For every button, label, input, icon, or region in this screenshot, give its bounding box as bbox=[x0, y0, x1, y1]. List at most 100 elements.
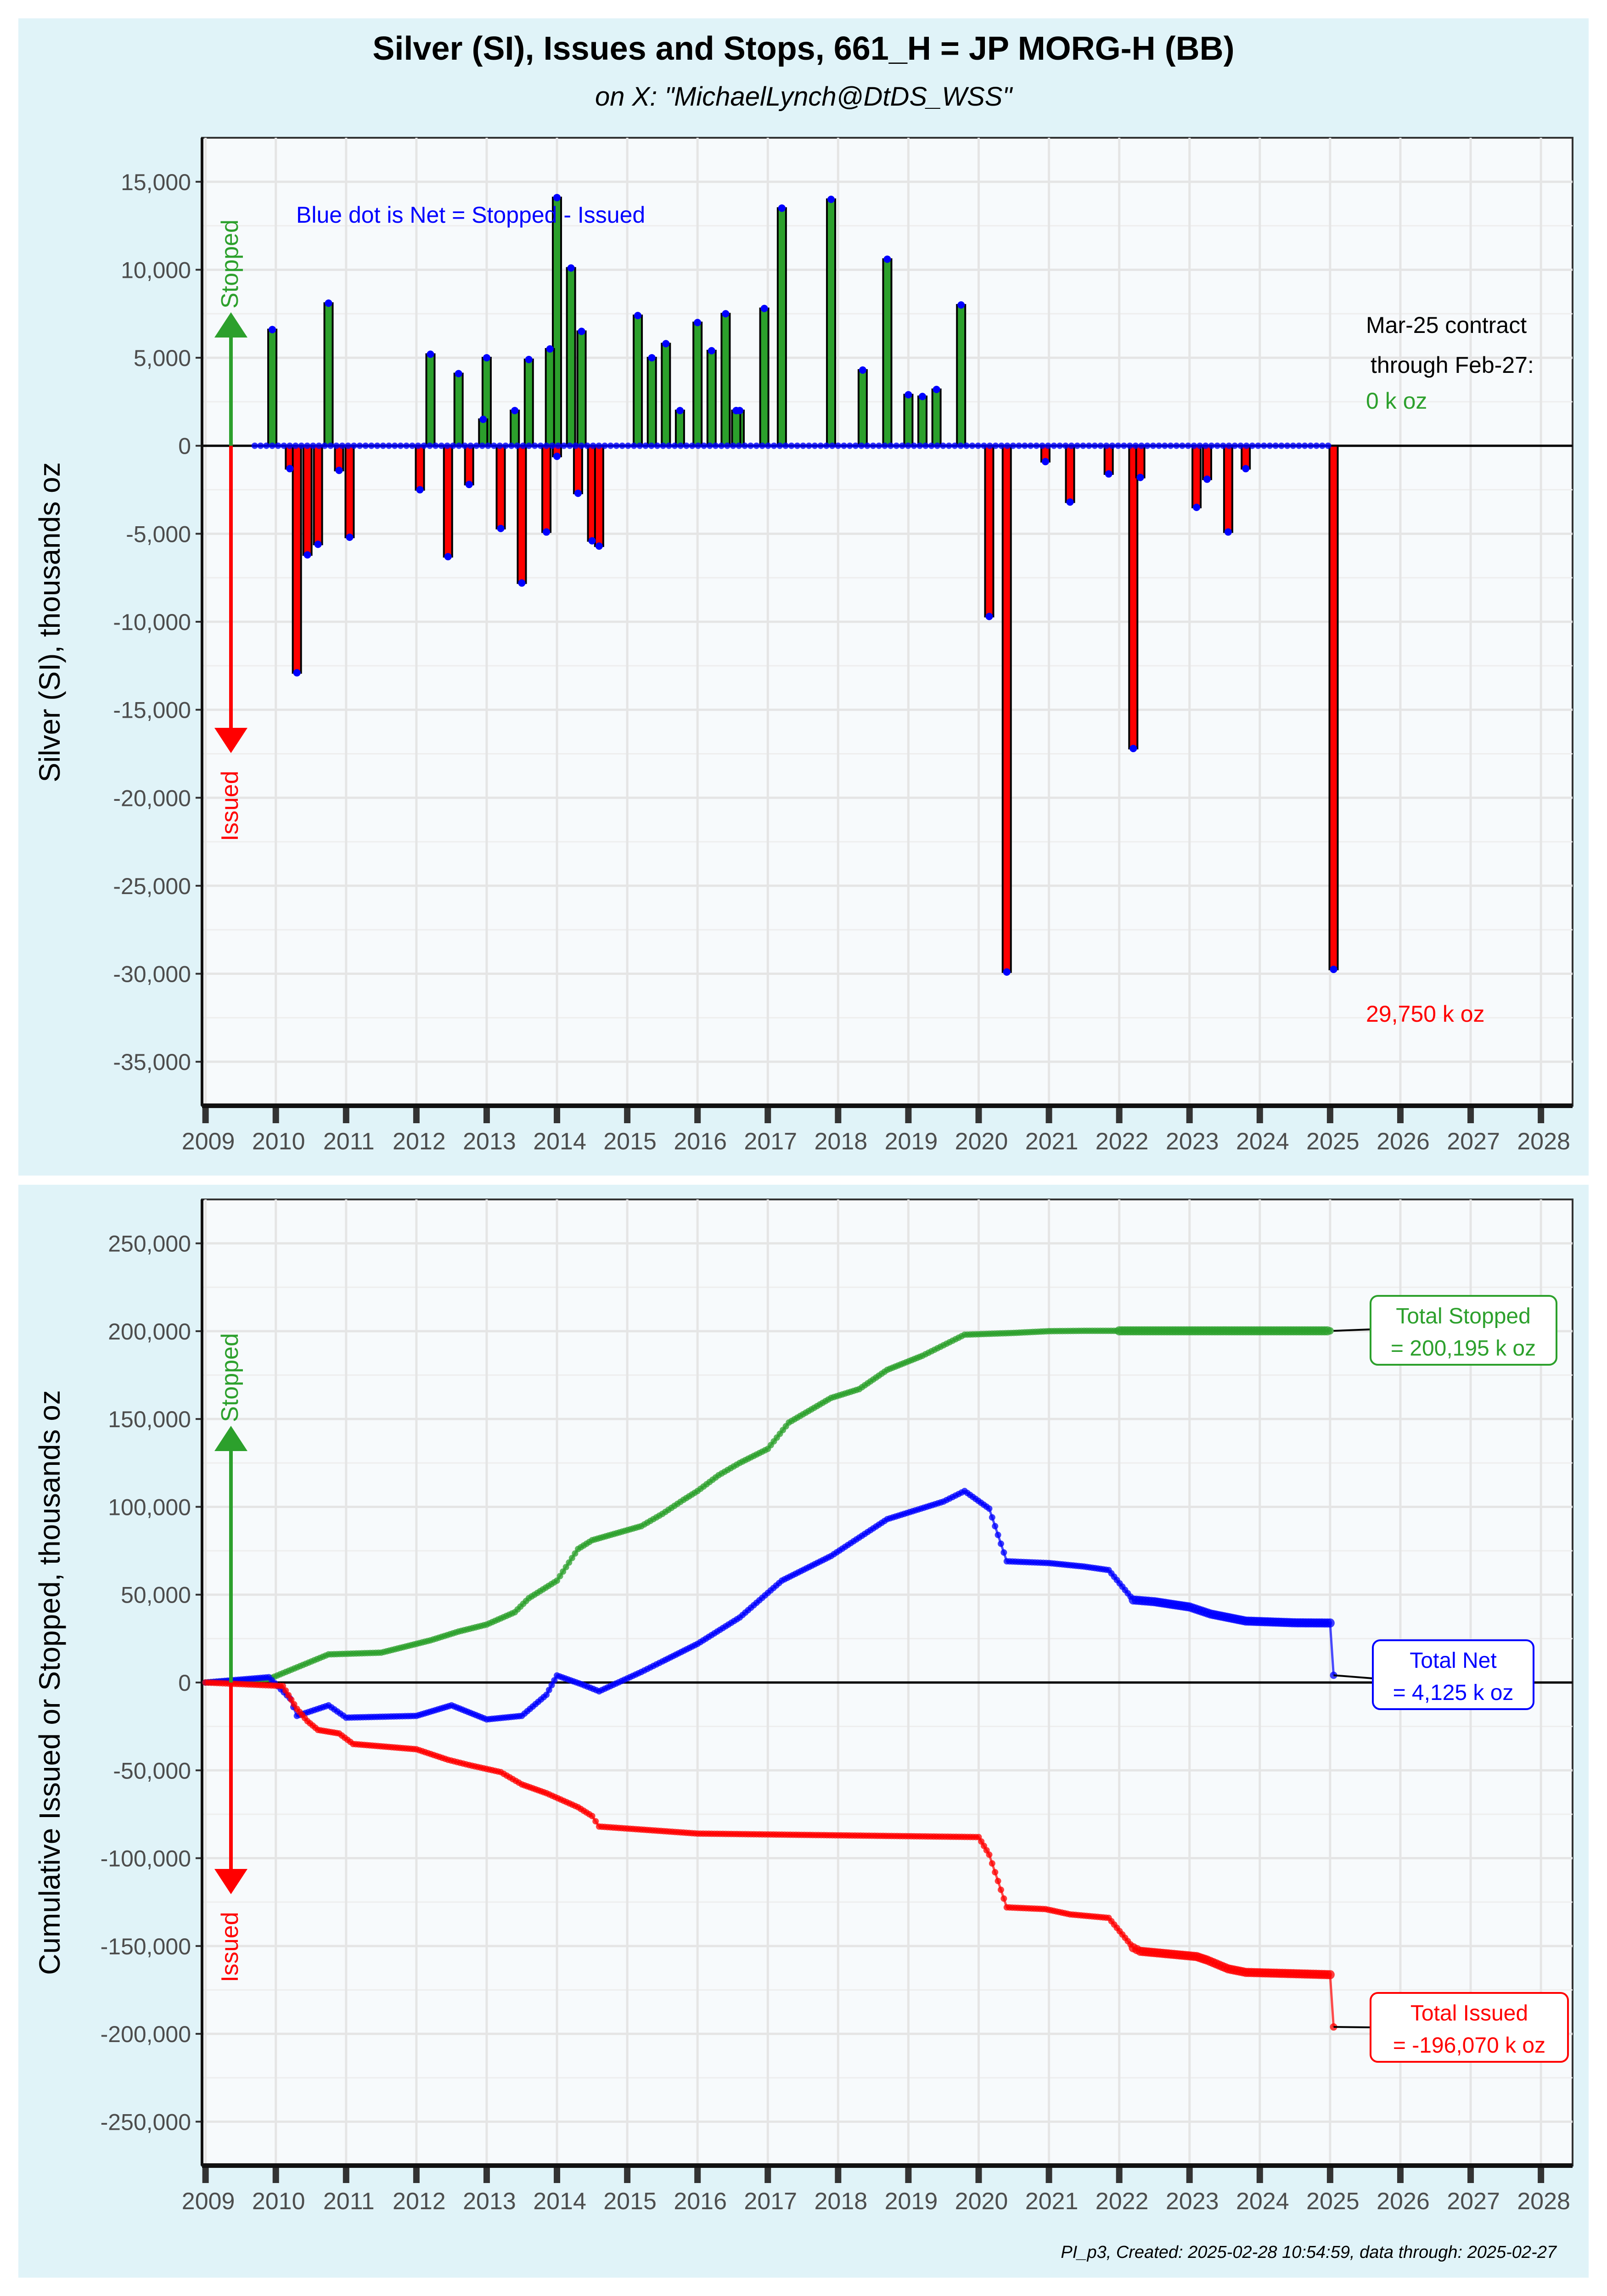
panel1-bars bbox=[251, 194, 1339, 976]
net-dot bbox=[662, 340, 670, 348]
net-dot bbox=[989, 1514, 995, 1521]
x-tick-label: 2014 bbox=[533, 1128, 586, 1155]
net-dot bbox=[648, 442, 655, 449]
net-dot bbox=[811, 442, 818, 449]
net-dot bbox=[293, 669, 301, 677]
net-dot bbox=[356, 442, 363, 449]
x-tick-label: 2016 bbox=[674, 1128, 727, 1155]
net-dot bbox=[676, 407, 684, 415]
net-dot bbox=[1129, 744, 1137, 752]
net-dot bbox=[1296, 442, 1303, 449]
net-dot bbox=[864, 442, 871, 449]
net-dot bbox=[1224, 528, 1232, 536]
net-dot bbox=[963, 442, 970, 449]
stopped-bar bbox=[545, 348, 555, 447]
y-tick-label: -30,000 bbox=[113, 962, 191, 987]
net-dot bbox=[722, 310, 730, 318]
issued-bar bbox=[1135, 445, 1146, 478]
net-dot bbox=[1068, 442, 1075, 449]
net-dot bbox=[1266, 442, 1273, 449]
net-dot bbox=[1307, 442, 1314, 449]
issued-bar bbox=[1128, 445, 1139, 749]
net-dot bbox=[561, 442, 568, 449]
net-dot bbox=[695, 442, 702, 449]
stopped-bar bbox=[776, 207, 787, 447]
net-dot bbox=[1167, 442, 1174, 449]
net-dot bbox=[829, 442, 836, 449]
net-dot bbox=[776, 442, 783, 449]
net-dot bbox=[933, 386, 940, 394]
net-dot bbox=[386, 442, 393, 449]
stopped-dot bbox=[566, 1559, 573, 1566]
net-dot bbox=[778, 204, 786, 212]
net-dot bbox=[995, 1531, 1001, 1538]
x-tick-label: 2023 bbox=[1166, 1128, 1219, 1155]
net-dot bbox=[992, 1523, 999, 1530]
net-dot bbox=[543, 442, 550, 449]
x-tick-label: 2010 bbox=[252, 2188, 305, 2215]
contract-value: 0 k oz bbox=[1366, 388, 1427, 414]
net-dot bbox=[251, 442, 258, 449]
x-tick-label: 2018 bbox=[815, 2188, 868, 2215]
net-dot bbox=[1000, 1549, 1007, 1556]
net-dot bbox=[841, 442, 848, 449]
net-dot bbox=[325, 299, 332, 307]
net-dot bbox=[421, 442, 427, 449]
y-tick-label: 200,000 bbox=[108, 1319, 191, 1345]
issued-dot bbox=[997, 1886, 1004, 1893]
net-dot bbox=[1272, 442, 1279, 449]
net-dot bbox=[827, 196, 835, 203]
net-dot bbox=[706, 442, 713, 449]
net-dot bbox=[391, 442, 398, 449]
net-dot bbox=[1313, 442, 1320, 449]
net-dot bbox=[1091, 442, 1098, 449]
net-dot bbox=[636, 442, 643, 449]
net-dot bbox=[951, 442, 958, 449]
net-dot bbox=[263, 442, 270, 449]
issued-bar bbox=[1065, 445, 1075, 503]
net-dot bbox=[1203, 475, 1211, 483]
net-dot bbox=[782, 442, 789, 449]
net-label-connector bbox=[1333, 1674, 1373, 1679]
y-tick-label: -150,000 bbox=[101, 1934, 191, 1959]
net-dot bbox=[432, 442, 439, 449]
net-dot bbox=[531, 442, 538, 449]
net-dot bbox=[985, 613, 993, 620]
net-dot bbox=[553, 194, 561, 202]
issued-dot bbox=[992, 1869, 999, 1876]
net-dot bbox=[567, 264, 575, 272]
net-dot bbox=[753, 442, 760, 449]
net-dot bbox=[805, 442, 812, 449]
net-dot bbox=[397, 442, 404, 449]
net-dot bbox=[1004, 442, 1011, 449]
x-tick-label: 2017 bbox=[744, 1128, 797, 1155]
net-dot bbox=[315, 442, 322, 449]
panel2-x-tick-labels: 2009 2010 2011 2012 2013 2014 2015 2016 2017 2018… bbox=[182, 2163, 1573, 2215]
net-dot bbox=[496, 442, 503, 449]
net-dot bbox=[1105, 470, 1113, 478]
net-dot bbox=[525, 355, 533, 363]
y-tick-label: -50,000 bbox=[113, 1758, 191, 1784]
net-dot bbox=[444, 442, 451, 449]
net-dot bbox=[415, 442, 421, 449]
net-dot bbox=[269, 326, 276, 333]
x-tick-label: 2011 bbox=[323, 2188, 375, 2215]
stopped-bar bbox=[931, 388, 942, 447]
net-dot bbox=[654, 442, 661, 449]
issues-stops-panel: 15,000 10,000 5,000 0 -5,000 -10,000 -15,000 -2… bbox=[33, 137, 1573, 1155]
issued-arrow-label: Issued bbox=[217, 1912, 243, 1982]
net-dot bbox=[881, 442, 888, 449]
x-tick-label: 2028 bbox=[1517, 1128, 1570, 1155]
y-tick-label: 10,000 bbox=[121, 257, 191, 283]
net-dot bbox=[742, 442, 748, 449]
net-dot bbox=[1208, 442, 1215, 449]
net-dot bbox=[555, 442, 562, 449]
net-dot bbox=[736, 442, 742, 449]
net-dot bbox=[374, 442, 381, 449]
net-dot bbox=[648, 354, 656, 362]
net-dot bbox=[1115, 442, 1122, 449]
net-dot bbox=[508, 442, 515, 449]
net-dot bbox=[1016, 442, 1023, 449]
net-dot bbox=[1079, 442, 1086, 449]
x-tick-label: 2028 bbox=[1517, 2188, 1570, 2215]
